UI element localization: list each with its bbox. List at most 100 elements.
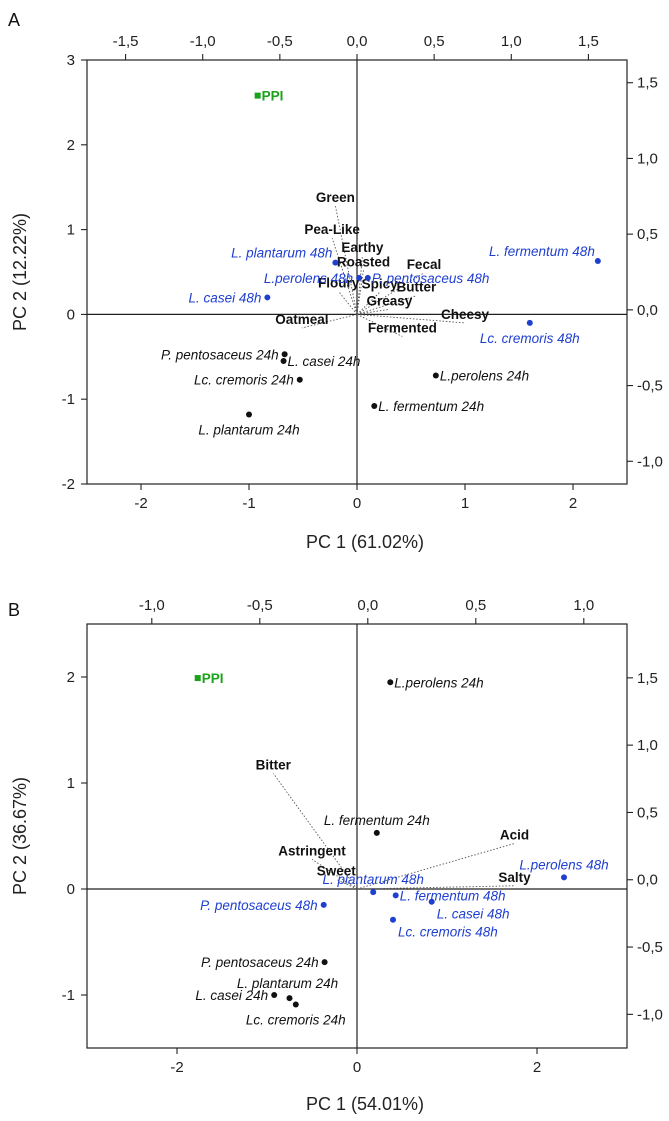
point-label: P. pentosaceus 48h <box>372 271 490 286</box>
point-label: L. plantarum 48h <box>231 246 332 261</box>
loading-vector <box>311 858 358 890</box>
loading-vector <box>338 291 358 315</box>
point-label: L. plantarum 48h <box>323 872 424 887</box>
data-point <box>356 274 363 281</box>
y-tick-label: 2 <box>67 137 75 154</box>
attribute-label: Cheesy <box>441 307 490 322</box>
y-tick-label: 1 <box>67 222 75 239</box>
x-tick-label: 1 <box>461 495 469 512</box>
x-tick-label: -2 <box>170 1059 183 1076</box>
right-tick-label: -0,5 <box>637 939 663 956</box>
right-tick-label: 0,0 <box>637 872 658 889</box>
attribute-label: Fecal <box>407 257 442 272</box>
point-label: L. plantarum 24h <box>237 976 338 991</box>
right-tick-label: -0,5 <box>637 378 663 395</box>
point-label: L. fermentum 24h <box>378 399 484 414</box>
point-label: PPI <box>262 89 284 104</box>
panel-a: A -2 -1 0 1 2 -2 -1 0 1 2 3 -1,5 -1,0 -0,5 0,0 0,5 1,0 1,5… <box>8 10 663 552</box>
panel-letter: B <box>8 600 20 620</box>
point-label: L. casei 24h <box>288 354 361 369</box>
data-point <box>364 274 371 281</box>
attribute-label: Floury <box>318 276 360 291</box>
attribute-label: Earthy <box>341 240 384 255</box>
loading-vector <box>331 237 358 315</box>
point-label: L. casei 48h <box>189 290 262 305</box>
point-label: Lc. cremoris 24h <box>194 373 294 388</box>
attribute-label: Bitter <box>256 757 292 772</box>
attribute-label: Butter <box>397 280 437 295</box>
y-axis-label: PC 2 (36.67%) <box>10 777 30 895</box>
point-label: L.perolens 48h <box>519 857 608 872</box>
point-label: PPI <box>202 671 224 686</box>
attribute-label: Oatmeal <box>275 312 328 327</box>
right-tick-label: 1,5 <box>637 75 658 92</box>
top-tick-label: 0,5 <box>465 597 486 614</box>
right-tick-label: 1,0 <box>637 150 658 167</box>
data-point <box>281 351 288 358</box>
attribute-label: Green <box>316 190 355 205</box>
panel-letter: A <box>8 10 20 30</box>
loading-vector <box>272 773 358 890</box>
data-point <box>594 257 601 264</box>
data-point <box>392 892 399 899</box>
point-label: L. casei 48h <box>437 907 510 922</box>
attribute-label: Fermented <box>368 320 437 335</box>
y-tick-label: -1 <box>62 391 75 408</box>
top-tick-label: 1,0 <box>501 33 522 50</box>
y-tick-label: -1 <box>62 987 75 1004</box>
right-tick-label: -1,0 <box>637 453 663 470</box>
point-label: L.perolens 24h <box>394 675 483 690</box>
x-axis-label: PC 1 (61.02%) <box>306 532 424 552</box>
data-point <box>292 1001 299 1008</box>
loading-vector <box>356 308 390 315</box>
data-point <box>561 874 567 881</box>
x-tick-label: -1 <box>242 495 255 512</box>
top-tick-label: 0,0 <box>357 597 378 614</box>
panel-b: B -2 0 2 -1 0 1 2 -1,0 -0,5 0,0 0,5 1,0 -1,0 -0,5 0,0 0,… <box>8 597 663 1114</box>
attribute-label: Roasted <box>337 254 390 269</box>
y-tick-label: 0 <box>67 306 75 323</box>
loading-vector <box>301 313 358 329</box>
data-point <box>371 402 378 409</box>
data-point <box>194 675 201 682</box>
y-tick-label: 3 <box>67 52 75 69</box>
data-point <box>390 916 396 923</box>
top-tick-label: -0,5 <box>247 597 273 614</box>
data-point <box>428 898 435 905</box>
right-tick-label: -1,0 <box>637 1006 663 1023</box>
attribute-label: Acid <box>500 827 529 842</box>
x-tick-label: -2 <box>134 495 147 512</box>
loading-vector <box>336 879 358 890</box>
top-tick-label: -0,5 <box>267 33 293 50</box>
point-label: L.perolens 24h <box>440 368 529 383</box>
right-tick-label: 1,5 <box>637 670 658 687</box>
data-point <box>526 319 533 326</box>
point-label: L. fermentum 48h <box>489 244 595 259</box>
top-tick-label: -1,0 <box>190 33 216 50</box>
top-tick-label: -1,0 <box>139 597 165 614</box>
top-tick-label: 1,0 <box>573 597 594 614</box>
y-tick-label: 0 <box>67 881 75 898</box>
attribute-label: Astringent <box>278 843 346 858</box>
data-point <box>370 889 377 896</box>
loading-vector <box>356 842 515 890</box>
point-label: P. pentosaceus 24h <box>201 955 319 970</box>
loading-vector <box>356 270 364 315</box>
data-point <box>286 995 293 1002</box>
data-point <box>320 901 327 908</box>
right-tick-label: 1,0 <box>637 737 658 754</box>
data-point <box>264 294 271 301</box>
point-label: Lc. cremoris 48h <box>480 331 580 346</box>
attribute-label: Spicy <box>362 276 399 291</box>
point-label: L.perolens 48h <box>264 271 353 286</box>
attribute-label: Sweet <box>317 863 357 878</box>
data-point <box>254 92 261 99</box>
y-tick-label: 2 <box>67 669 75 686</box>
y-tick-label: -2 <box>62 476 75 493</box>
x-tick-label: 2 <box>569 495 577 512</box>
point-label: L. fermentum 48h <box>400 888 506 903</box>
y-axis-label: PC 2 (12.22%) <box>10 213 30 331</box>
attribute-label: Pea-Like <box>304 222 360 237</box>
x-axis-label: PC 1 (54.01%) <box>306 1094 424 1114</box>
